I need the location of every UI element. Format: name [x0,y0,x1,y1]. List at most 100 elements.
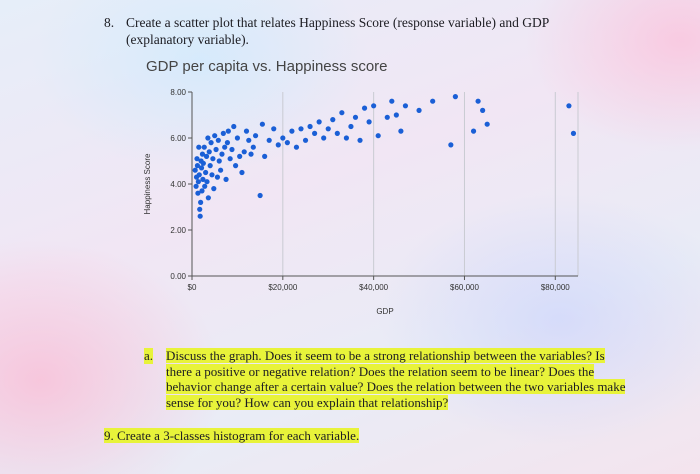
data-point [321,135,327,141]
data-point [208,140,214,146]
y-axis-title: Happiness Score [143,153,152,214]
data-point [470,128,477,134]
data-point [262,153,268,159]
data-point [357,137,363,143]
data-point [371,103,377,109]
data-point [475,98,481,104]
data-point [205,135,211,141]
data-point [195,190,201,196]
data-point [334,130,340,136]
question-a-text: Discuss the graph. Does it seem to be a … [166,348,626,410]
data-point [199,188,205,194]
data-point [215,137,221,143]
data-point [196,172,202,178]
data-point [252,133,259,139]
data-point [220,130,226,136]
data-point [206,149,212,155]
data-point [216,158,222,164]
data-point [237,153,243,159]
data-point [448,142,454,148]
data-point [199,151,206,157]
data-point [241,149,247,155]
data-point [205,195,211,201]
data-point [243,128,250,134]
data-point [343,135,349,141]
x-tick-label: $80,000 [541,283,570,292]
data-point [452,94,458,100]
data-point [201,144,207,150]
data-point [325,126,331,132]
data-point [266,137,272,143]
data-point [197,206,203,212]
data-point [248,151,254,157]
data-point [352,114,359,120]
data-point [298,126,304,132]
y-tick-label: 0.00 [170,272,186,281]
data-point [200,160,206,166]
y-tick-label: 8.00 [170,88,186,97]
x-tick-label: $20,000 [268,283,297,292]
y-tick-label: 6.00 [170,134,186,143]
data-point [330,117,336,123]
data-point [293,144,300,150]
data-point [214,174,221,180]
data-point [207,163,213,169]
question-8-text: Create a scatter plot that relates Happi… [126,15,549,47]
data-point [195,179,201,185]
data-point [384,114,390,120]
data-point [194,156,200,162]
data-point [480,107,486,113]
y-tick-label: 2.00 [170,226,186,235]
data-point [218,167,224,173]
data-point [361,105,368,111]
data-point [430,98,436,104]
data-point [366,119,372,125]
data-point [389,98,395,104]
data-point [211,186,217,192]
data-point [203,153,210,159]
data-point [197,213,203,219]
data-point [302,137,309,143]
data-point [289,128,295,134]
question-9-number: 9. [104,428,114,443]
data-point [570,130,577,136]
data-point [316,119,322,125]
data-point [203,169,209,176]
data-point [219,151,225,157]
data-point [275,142,281,148]
data-point [398,128,404,134]
x-tick-label: $60,000 [450,283,479,292]
data-point [204,179,210,185]
data-point [250,144,256,150]
data-point [232,163,239,169]
data-point [257,192,263,199]
data-point [223,176,229,182]
data-point [307,123,313,130]
data-point [192,167,198,173]
x-tick-label: $40,000 [359,283,388,292]
data-point [198,165,205,171]
data-point [210,156,216,162]
chart-title: GDP per capita vs. Happiness score [146,58,388,75]
data-point [312,130,318,136]
data-point [212,133,218,139]
data-point [239,169,245,176]
data-point [566,103,572,109]
data-point [222,144,228,150]
data-point [193,183,199,189]
data-point [229,146,235,153]
data-point [227,156,233,162]
question-9-text: Create a 3-classes histogram for each va… [117,428,360,443]
x-tick-label: $0 [188,283,197,292]
data-point [194,163,201,169]
data-point [375,133,381,139]
x-axis-title: GDP [376,307,393,316]
data-point [259,121,265,127]
data-point [231,123,237,130]
data-point [213,146,219,153]
question-8-number: 8. [104,15,115,30]
data-point [224,140,231,146]
data-point [200,176,206,182]
data-point [234,135,241,141]
data-point [196,144,202,150]
